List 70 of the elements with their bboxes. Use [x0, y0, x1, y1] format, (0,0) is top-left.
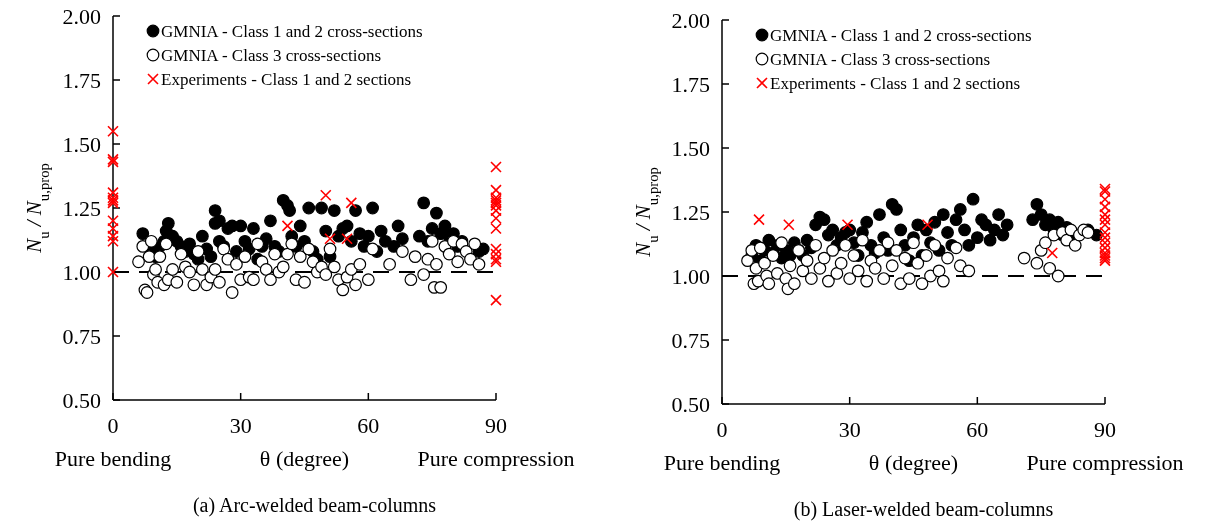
y-tick-label: 1.25: [671, 199, 710, 225]
x-tick-label: 0: [107, 413, 119, 438]
point: [1099, 231, 1111, 244]
point: [1099, 213, 1111, 226]
text: (b) Laser-welded beam-columns: [793, 498, 1054, 521]
x-tick-label: 60: [966, 417, 989, 442]
point: [490, 212, 502, 225]
point: [107, 222, 119, 235]
y-tick-label: 2.00: [671, 7, 710, 33]
point: [107, 235, 119, 248]
point: [1099, 193, 1111, 205]
point: [281, 220, 294, 232]
legend-label: GMNIA - Class 3 cross-sections: [770, 49, 991, 69]
point: [1099, 208, 1111, 221]
text: Pure bending: [663, 450, 781, 475]
text: Pure compression: [417, 446, 575, 471]
x-tick-label: 30: [229, 413, 252, 438]
point: [490, 222, 502, 235]
y-tick-label: 1.50: [62, 131, 101, 157]
y-tick-label: 1.75: [671, 71, 710, 97]
point: [1046, 247, 1059, 259]
text: Pure bending: [54, 446, 172, 471]
point: [1099, 236, 1111, 249]
x-axis-title: θ (degree): [259, 446, 350, 471]
point: [1099, 226, 1111, 239]
y-tick-label: 2.00: [62, 3, 101, 29]
point: [753, 213, 765, 226]
y-tick-label: 0.50: [671, 391, 710, 417]
point: [107, 125, 119, 137]
x-tick-label: 60: [357, 413, 380, 438]
point: [490, 243, 502, 255]
x-axis-title: θ (degree): [868, 450, 959, 475]
point: [341, 232, 353, 245]
point: [490, 184, 502, 196]
y-tick-label: 1.50: [671, 135, 710, 161]
point: [1099, 219, 1111, 231]
y-tick-label: 0.75: [671, 327, 710, 353]
point: [1099, 242, 1111, 254]
legend-label: GMNIA - Class 3 cross-sections: [161, 45, 382, 65]
y-tick-label: 1.00: [671, 263, 710, 289]
legend-label: Experiments - Class 1 and 2 sections: [161, 69, 412, 89]
x-tick-label: 90: [1094, 417, 1116, 442]
y-tick-label: 1.75: [62, 67, 101, 93]
point: [107, 186, 119, 199]
x-tick-label: 0: [716, 417, 728, 442]
point: [490, 294, 502, 306]
y-tick-label: 1.00: [62, 259, 101, 285]
point: [107, 215, 119, 227]
point: [107, 266, 119, 278]
text: Pure compression: [1026, 450, 1184, 475]
point: [1099, 201, 1111, 213]
point: [841, 219, 854, 231]
point: [107, 230, 119, 242]
text: (a) Arc-welded beam-columns: [192, 494, 437, 517]
point: [345, 197, 358, 209]
point: [783, 219, 795, 231]
x-tick-label: 90: [485, 413, 507, 438]
y-tick-label: 1.25: [62, 195, 101, 221]
point: [490, 204, 502, 217]
legend-label: GMNIA - Class 1 and 2 cross-sections: [770, 25, 1032, 45]
y-tick-label: 0.75: [62, 323, 101, 349]
point: [490, 161, 502, 173]
legend-label: Experiments - Class 1 and 2 sections: [770, 73, 1021, 93]
point: [490, 248, 502, 260]
legend-label: GMNIA - Class 1 and 2 cross-sections: [161, 21, 423, 41]
x-tick-label: 30: [838, 417, 861, 442]
point: [921, 219, 934, 231]
y-tick-label: 0.50: [62, 387, 101, 413]
point: [319, 189, 332, 201]
point: [324, 232, 336, 245]
